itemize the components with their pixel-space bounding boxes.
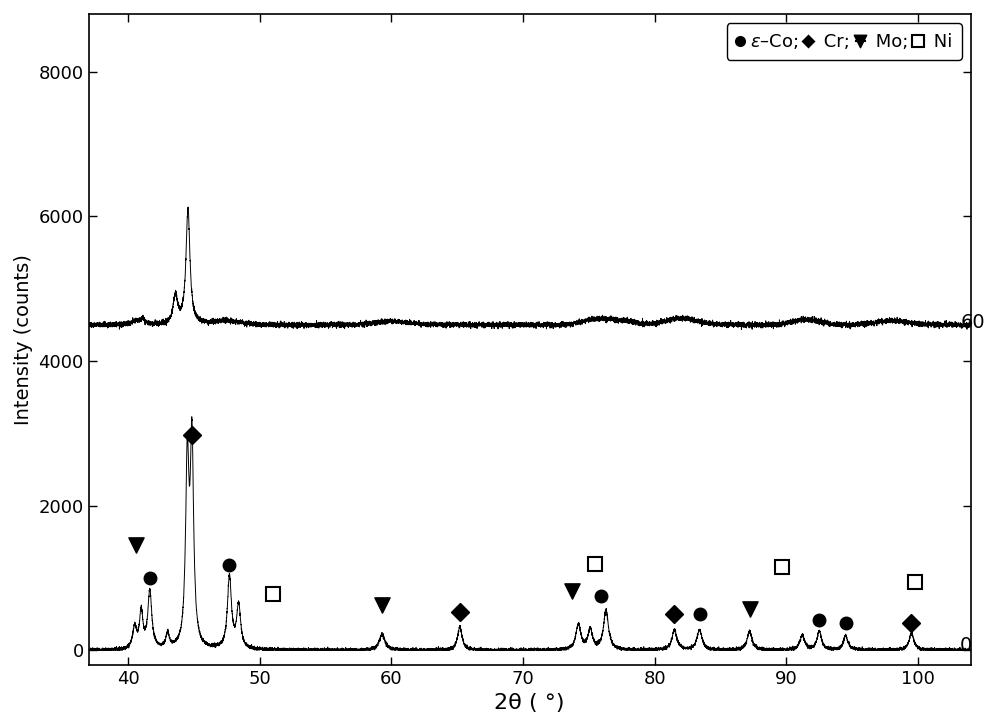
Y-axis label: Intensity (counts): Intensity (counts) [14, 254, 33, 425]
Text: 60: 60 [960, 313, 985, 332]
Legend: $\varepsilon$–Co;,  Cr;,  Mo;,  Ni: $\varepsilon$–Co;, Cr;, Mo;, Ni [727, 23, 962, 60]
Text: 0: 0 [960, 636, 972, 656]
X-axis label: 2θ ( °): 2θ ( °) [494, 693, 565, 713]
